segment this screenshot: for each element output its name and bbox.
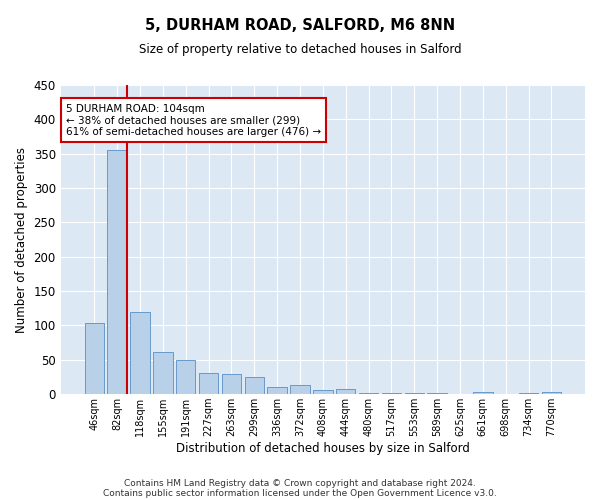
Y-axis label: Number of detached properties: Number of detached properties	[15, 146, 28, 332]
Text: Contains HM Land Registry data © Crown copyright and database right 2024.: Contains HM Land Registry data © Crown c…	[124, 478, 476, 488]
Bar	[85, 322, 104, 394]
Bar	[290, 384, 310, 394]
Bar	[473, 392, 493, 394]
Bar	[359, 393, 378, 394]
Bar	[130, 312, 149, 394]
Text: 5, DURHAM ROAD, SALFORD, M6 8NN: 5, DURHAM ROAD, SALFORD, M6 8NN	[145, 18, 455, 32]
Bar	[107, 150, 127, 394]
Bar	[336, 390, 355, 394]
X-axis label: Distribution of detached houses by size in Salford: Distribution of detached houses by size …	[176, 442, 470, 455]
Bar	[542, 392, 561, 394]
Text: 5 DURHAM ROAD: 104sqm
← 38% of detached houses are smaller (299)
61% of semi-det: 5 DURHAM ROAD: 104sqm ← 38% of detached …	[66, 104, 321, 136]
Bar	[313, 390, 332, 394]
Text: Contains public sector information licensed under the Open Government Licence v3: Contains public sector information licen…	[103, 488, 497, 498]
Bar	[245, 377, 264, 394]
Bar	[268, 386, 287, 394]
Bar	[176, 360, 196, 394]
Text: Size of property relative to detached houses in Salford: Size of property relative to detached ho…	[139, 42, 461, 56]
Bar	[221, 374, 241, 394]
Bar	[153, 352, 173, 394]
Bar	[199, 373, 218, 394]
